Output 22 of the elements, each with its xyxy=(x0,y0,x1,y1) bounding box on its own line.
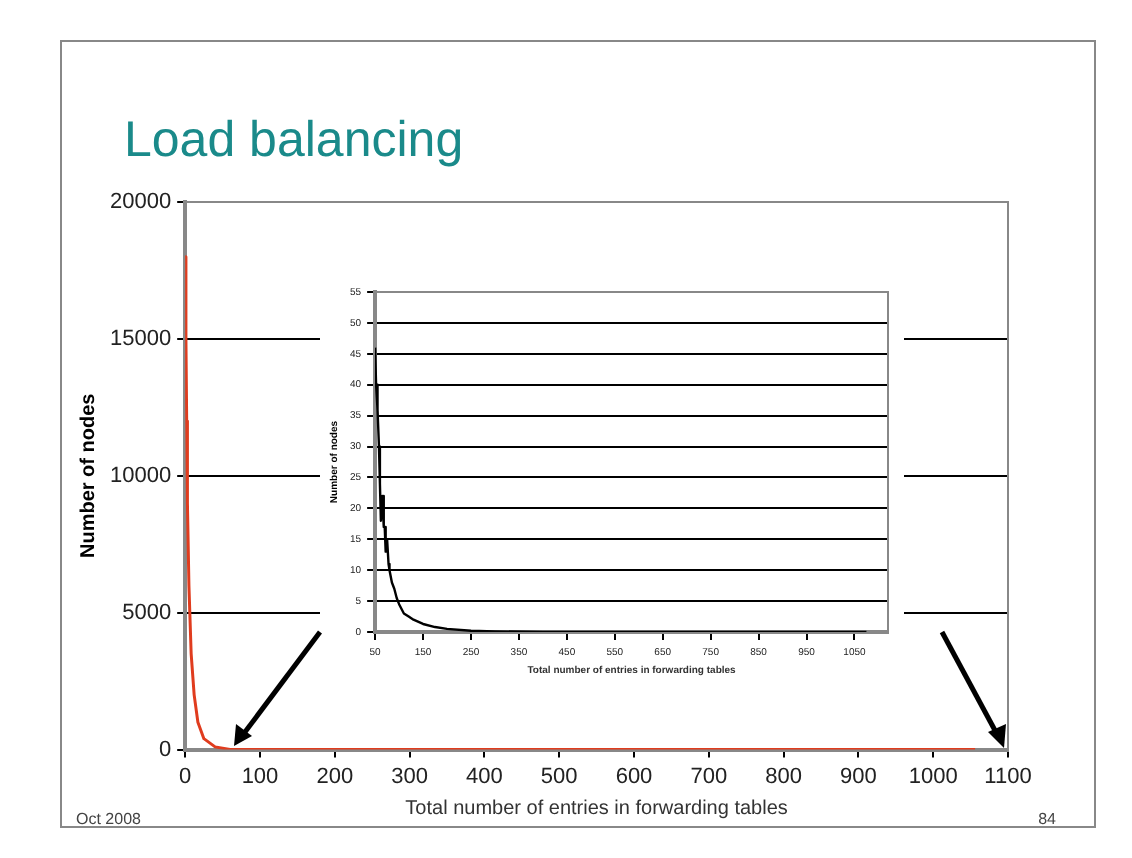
x-tick-label: 400 xyxy=(466,764,503,789)
x-tick-label: 1000 xyxy=(908,764,958,789)
x-tick-label: 1100 xyxy=(984,764,1032,789)
x-tick-label: 700 xyxy=(690,764,728,789)
text: 84 xyxy=(1038,810,1056,828)
x-tick-label: 900 xyxy=(840,764,877,789)
y-tick-label: 5000 xyxy=(122,600,172,625)
x-tick-label: 200 xyxy=(316,764,354,789)
x-tick-label: 600 xyxy=(615,764,653,789)
text: Oct 2008 xyxy=(76,810,141,828)
x-tick-label: 100 xyxy=(241,764,279,789)
y-tick-label: 10000 xyxy=(109,463,172,488)
x-tick-label: 500 xyxy=(540,764,578,789)
y-tick-label: 15000 xyxy=(109,326,172,351)
y-tick-label: 0 xyxy=(158,737,172,762)
x-tick-label: 800 xyxy=(765,764,802,789)
x-tick-label: 300 xyxy=(391,764,428,789)
x-axis-title: Total number of entries in forwarding tables xyxy=(405,797,788,820)
y-axis-title: Number of nodes xyxy=(77,392,100,559)
chart-title: Load balancing xyxy=(124,112,464,170)
y-tick-label: 20000 xyxy=(109,190,172,215)
x-tick-label: 0 xyxy=(179,764,192,789)
